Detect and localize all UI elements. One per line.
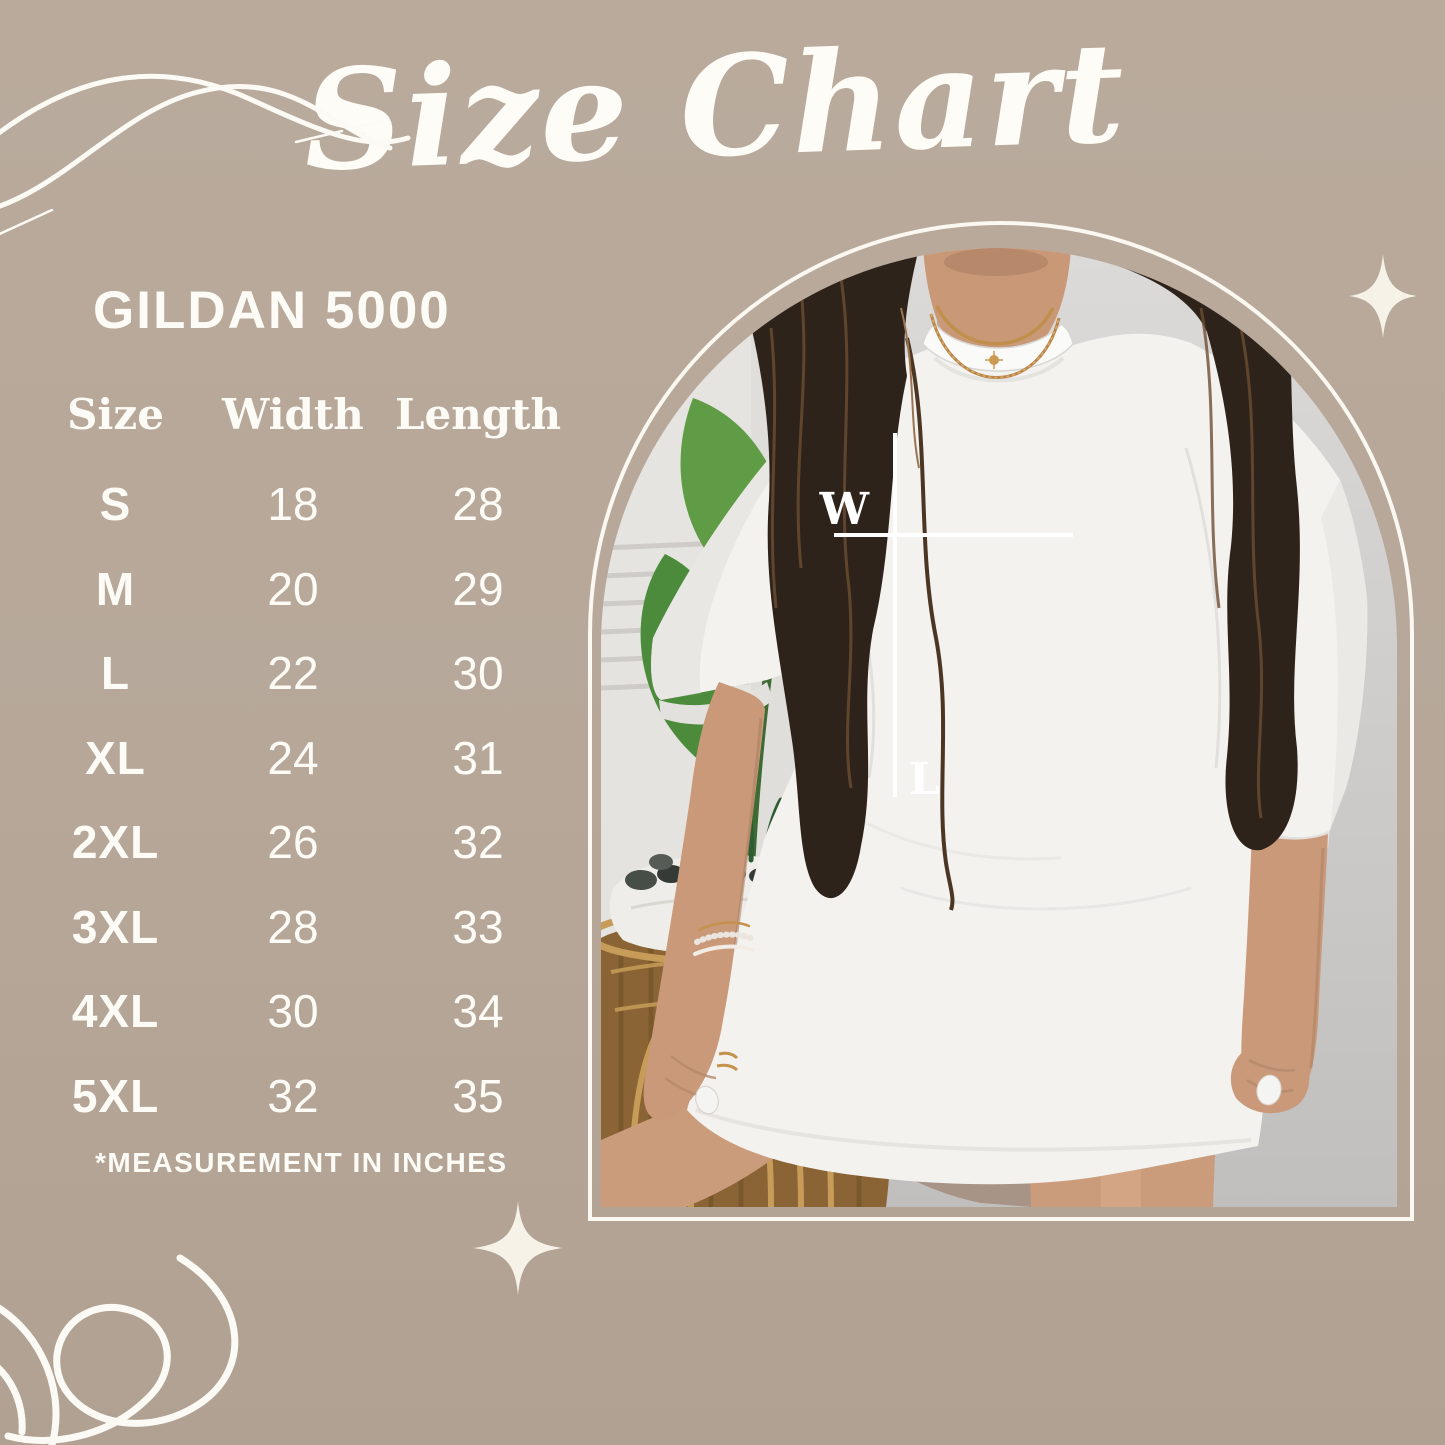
- table-row-size: 5XL: [71, 1069, 160, 1122]
- page-title: Size Chart: [300, 10, 1129, 203]
- model-left-arm: [643, 682, 765, 1121]
- table-row-length: 34: [452, 985, 504, 1038]
- table-row-size: S: [99, 478, 132, 531]
- table-row-length: 33: [452, 900, 504, 953]
- column-header-size: Size: [67, 389, 164, 439]
- column-header-width: Width: [222, 389, 364, 439]
- bracelets: [693, 921, 755, 956]
- table-row-size: 2XL: [71, 816, 160, 869]
- measurement-note: *MEASUREMENT IN INCHES: [95, 1147, 508, 1178]
- table-row-size: L: [100, 647, 131, 700]
- table-row-width: 18: [267, 478, 319, 531]
- table-row-width: 22: [267, 647, 319, 700]
- measurement-diagram: W L: [819, 433, 1073, 805]
- table-row-length: 29: [452, 562, 504, 615]
- gold-necklaces: [929, 305, 1061, 379]
- table-row-width: 24: [267, 731, 319, 784]
- column-header-length: Length: [394, 389, 562, 439]
- table-row-width: 20: [267, 562, 319, 615]
- table-row-length: 31: [452, 731, 504, 784]
- width-label: W: [819, 484, 870, 535]
- table-row-width: 28: [267, 900, 319, 953]
- table-row-size: XL: [85, 731, 146, 784]
- table-row-size: M: [95, 562, 136, 615]
- table-row-width: 32: [267, 1069, 319, 1122]
- table-row-length: 32: [452, 816, 504, 869]
- sparkle-icon: [473, 1201, 563, 1295]
- model-hair: [729, 248, 1300, 911]
- gold-rings: [716, 1051, 739, 1072]
- length-label: L: [909, 754, 940, 805]
- sparkle-icon: [1349, 254, 1417, 338]
- photo-arch-outline: [588, 221, 1414, 1221]
- table-row-width: 30: [267, 985, 319, 1038]
- table-row-size: 3XL: [71, 900, 160, 953]
- table-row-width: 26: [267, 816, 319, 869]
- swirl-decoration-bottom-left: [0, 1254, 239, 1445]
- model-photo: W L: [601, 248, 1397, 1207]
- model-right-arm: [1230, 830, 1328, 1114]
- size-table: Size Width Length S 18 28 M 20 29 L 22 3…: [28, 366, 573, 1138]
- product-name: GILDAN 5000: [93, 281, 451, 340]
- table-row-length: 28: [452, 478, 504, 531]
- table-row-length: 35: [452, 1069, 504, 1122]
- table-row-length: 30: [452, 647, 504, 700]
- table-row-size: 4XL: [71, 985, 160, 1038]
